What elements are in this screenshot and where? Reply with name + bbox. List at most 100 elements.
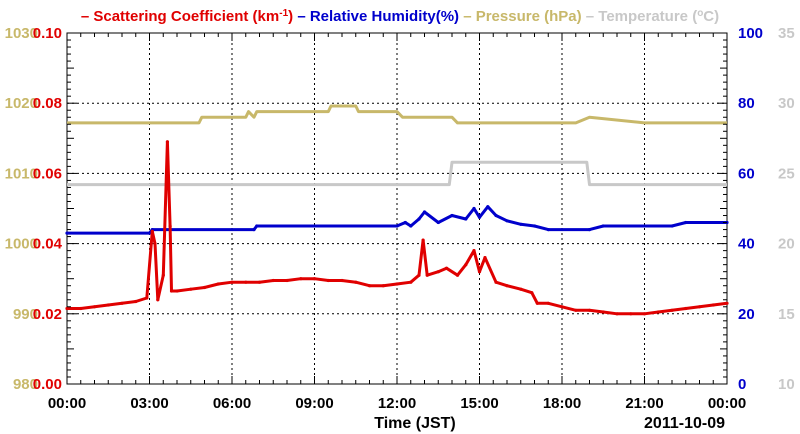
- date-label: 2011-10-09: [644, 415, 725, 432]
- x-tick-label: 15:00: [460, 395, 498, 412]
- scattering-point: [354, 280, 358, 284]
- pressure-tick-label: 1030: [5, 25, 38, 42]
- scattering-point: [230, 280, 234, 284]
- pressure-tick-label: 990: [13, 306, 38, 323]
- humidity-tick-label: 100: [738, 25, 763, 42]
- scattering-tick-label: 0.08: [33, 95, 62, 112]
- pressure-tick-label: 980: [13, 376, 38, 393]
- temperature-tick-label: 10: [778, 376, 795, 393]
- scattering-point: [169, 289, 174, 293]
- humidity-point: [472, 206, 476, 211]
- scattering-point: [417, 273, 421, 277]
- scattering-point: [79, 306, 83, 311]
- scattering-point: [670, 308, 674, 312]
- scattering-point: [134, 299, 138, 304]
- scattering-point: [477, 270, 482, 274]
- humidity-point: [147, 231, 152, 235]
- temperature-tick-label: 30: [778, 95, 795, 112]
- humidity-point: [417, 217, 421, 221]
- x-tick-label: 00:00: [48, 395, 86, 412]
- legend-entry: – Temperature (: [582, 8, 698, 25]
- scattering-point: [436, 270, 440, 274]
- temperature-tick-label: 20: [778, 236, 795, 253]
- scattering-point: [299, 277, 303, 281]
- scattering-point: [168, 224, 172, 228]
- scattering-point: [340, 278, 344, 283]
- x-tick-label: 09:00: [295, 395, 333, 412]
- temperature-series-line: [67, 160, 727, 187]
- scattering-point: [642, 312, 647, 316]
- scattering-point: [381, 284, 385, 288]
- scattering-point: [202, 285, 207, 290]
- scattering-point: [285, 278, 289, 283]
- humidity-series-line: [67, 205, 727, 235]
- humidity-point: [464, 217, 468, 221]
- temperature-tick-label: 15: [778, 306, 795, 323]
- scattering-point: [560, 305, 564, 309]
- chart-legend: – Scattering Coefficient (km-1) – Relati…: [81, 8, 719, 26]
- humidity-tick-label: 60: [738, 165, 755, 182]
- x-tick-label: 18:00: [543, 395, 581, 412]
- humidity-tick-label: 0: [738, 376, 746, 393]
- x-axis-title: Time (JST): [374, 415, 456, 432]
- scattering-point: [684, 306, 688, 311]
- scattering-point: [271, 278, 275, 283]
- pressure-series-line: [67, 104, 727, 125]
- scattering-point: [494, 280, 498, 284]
- humidity-point: [519, 222, 523, 226]
- scattering-point: [326, 278, 330, 283]
- pressure-tick-label: 1000: [5, 236, 38, 253]
- temperature-tick-label: 25: [778, 165, 795, 182]
- scattering-point: [629, 312, 633, 316]
- humidity-point: [486, 205, 490, 209]
- humidity-point: [670, 224, 674, 228]
- scattering-point: [530, 291, 534, 295]
- legend-entry: – Pressure (hPa): [459, 8, 582, 25]
- x-tick-label: 03:00: [130, 395, 168, 412]
- scattering-point: [535, 301, 539, 305]
- legend-entry: -1: [279, 8, 288, 19]
- scattering-point: [519, 287, 523, 291]
- humidity-tick-label: 20: [738, 306, 755, 323]
- scattering-point: [153, 242, 157, 246]
- scattering-point: [92, 305, 97, 309]
- temperature-tick-label: 35: [778, 25, 795, 42]
- humidity-point: [409, 224, 413, 228]
- scattering-point: [216, 282, 220, 286]
- scattering-point: [725, 301, 729, 305]
- humidity-point: [436, 220, 440, 225]
- scattering-point: [444, 266, 449, 270]
- series-layer: [65, 104, 729, 316]
- humidity-point: [395, 224, 399, 228]
- scattering-point: [425, 273, 429, 277]
- scattering-point: [156, 298, 160, 302]
- legend-entry: C): [703, 8, 719, 25]
- scattering-point: [257, 280, 262, 284]
- humidity-point: [587, 228, 592, 232]
- legend-entry: o: [697, 8, 703, 19]
- scattering-tick-label: 0.04: [33, 236, 63, 253]
- humidity-point: [65, 231, 69, 235]
- scattering-point: [175, 289, 179, 293]
- scattering-point: [483, 256, 487, 260]
- scattering-point: [656, 310, 660, 314]
- humidity-point: [477, 215, 482, 219]
- scattering-point: [161, 273, 165, 277]
- scattering-point: [409, 280, 413, 284]
- scattering-point: [106, 303, 110, 307]
- x-tick-label: 06:00: [213, 395, 251, 412]
- scattering-point: [189, 287, 193, 291]
- scattering-point: [150, 229, 154, 233]
- scattering-point: [505, 284, 509, 288]
- pressure-tick-label: 1020: [5, 95, 38, 112]
- humidity-point: [252, 228, 256, 232]
- humidity-point: [546, 228, 550, 232]
- humidity-point: [403, 220, 407, 225]
- scattering-point: [367, 284, 372, 288]
- scattering-tick-label: 0.02: [33, 306, 62, 323]
- scattering-point: [472, 249, 476, 253]
- scattering-point: [65, 306, 69, 311]
- x-tick-label: 21:00: [625, 395, 663, 412]
- scattering-point: [587, 308, 592, 312]
